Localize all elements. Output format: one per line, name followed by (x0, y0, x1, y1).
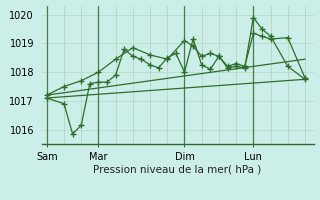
X-axis label: Pression niveau de la mer( hPa ): Pression niveau de la mer( hPa ) (93, 164, 262, 174)
